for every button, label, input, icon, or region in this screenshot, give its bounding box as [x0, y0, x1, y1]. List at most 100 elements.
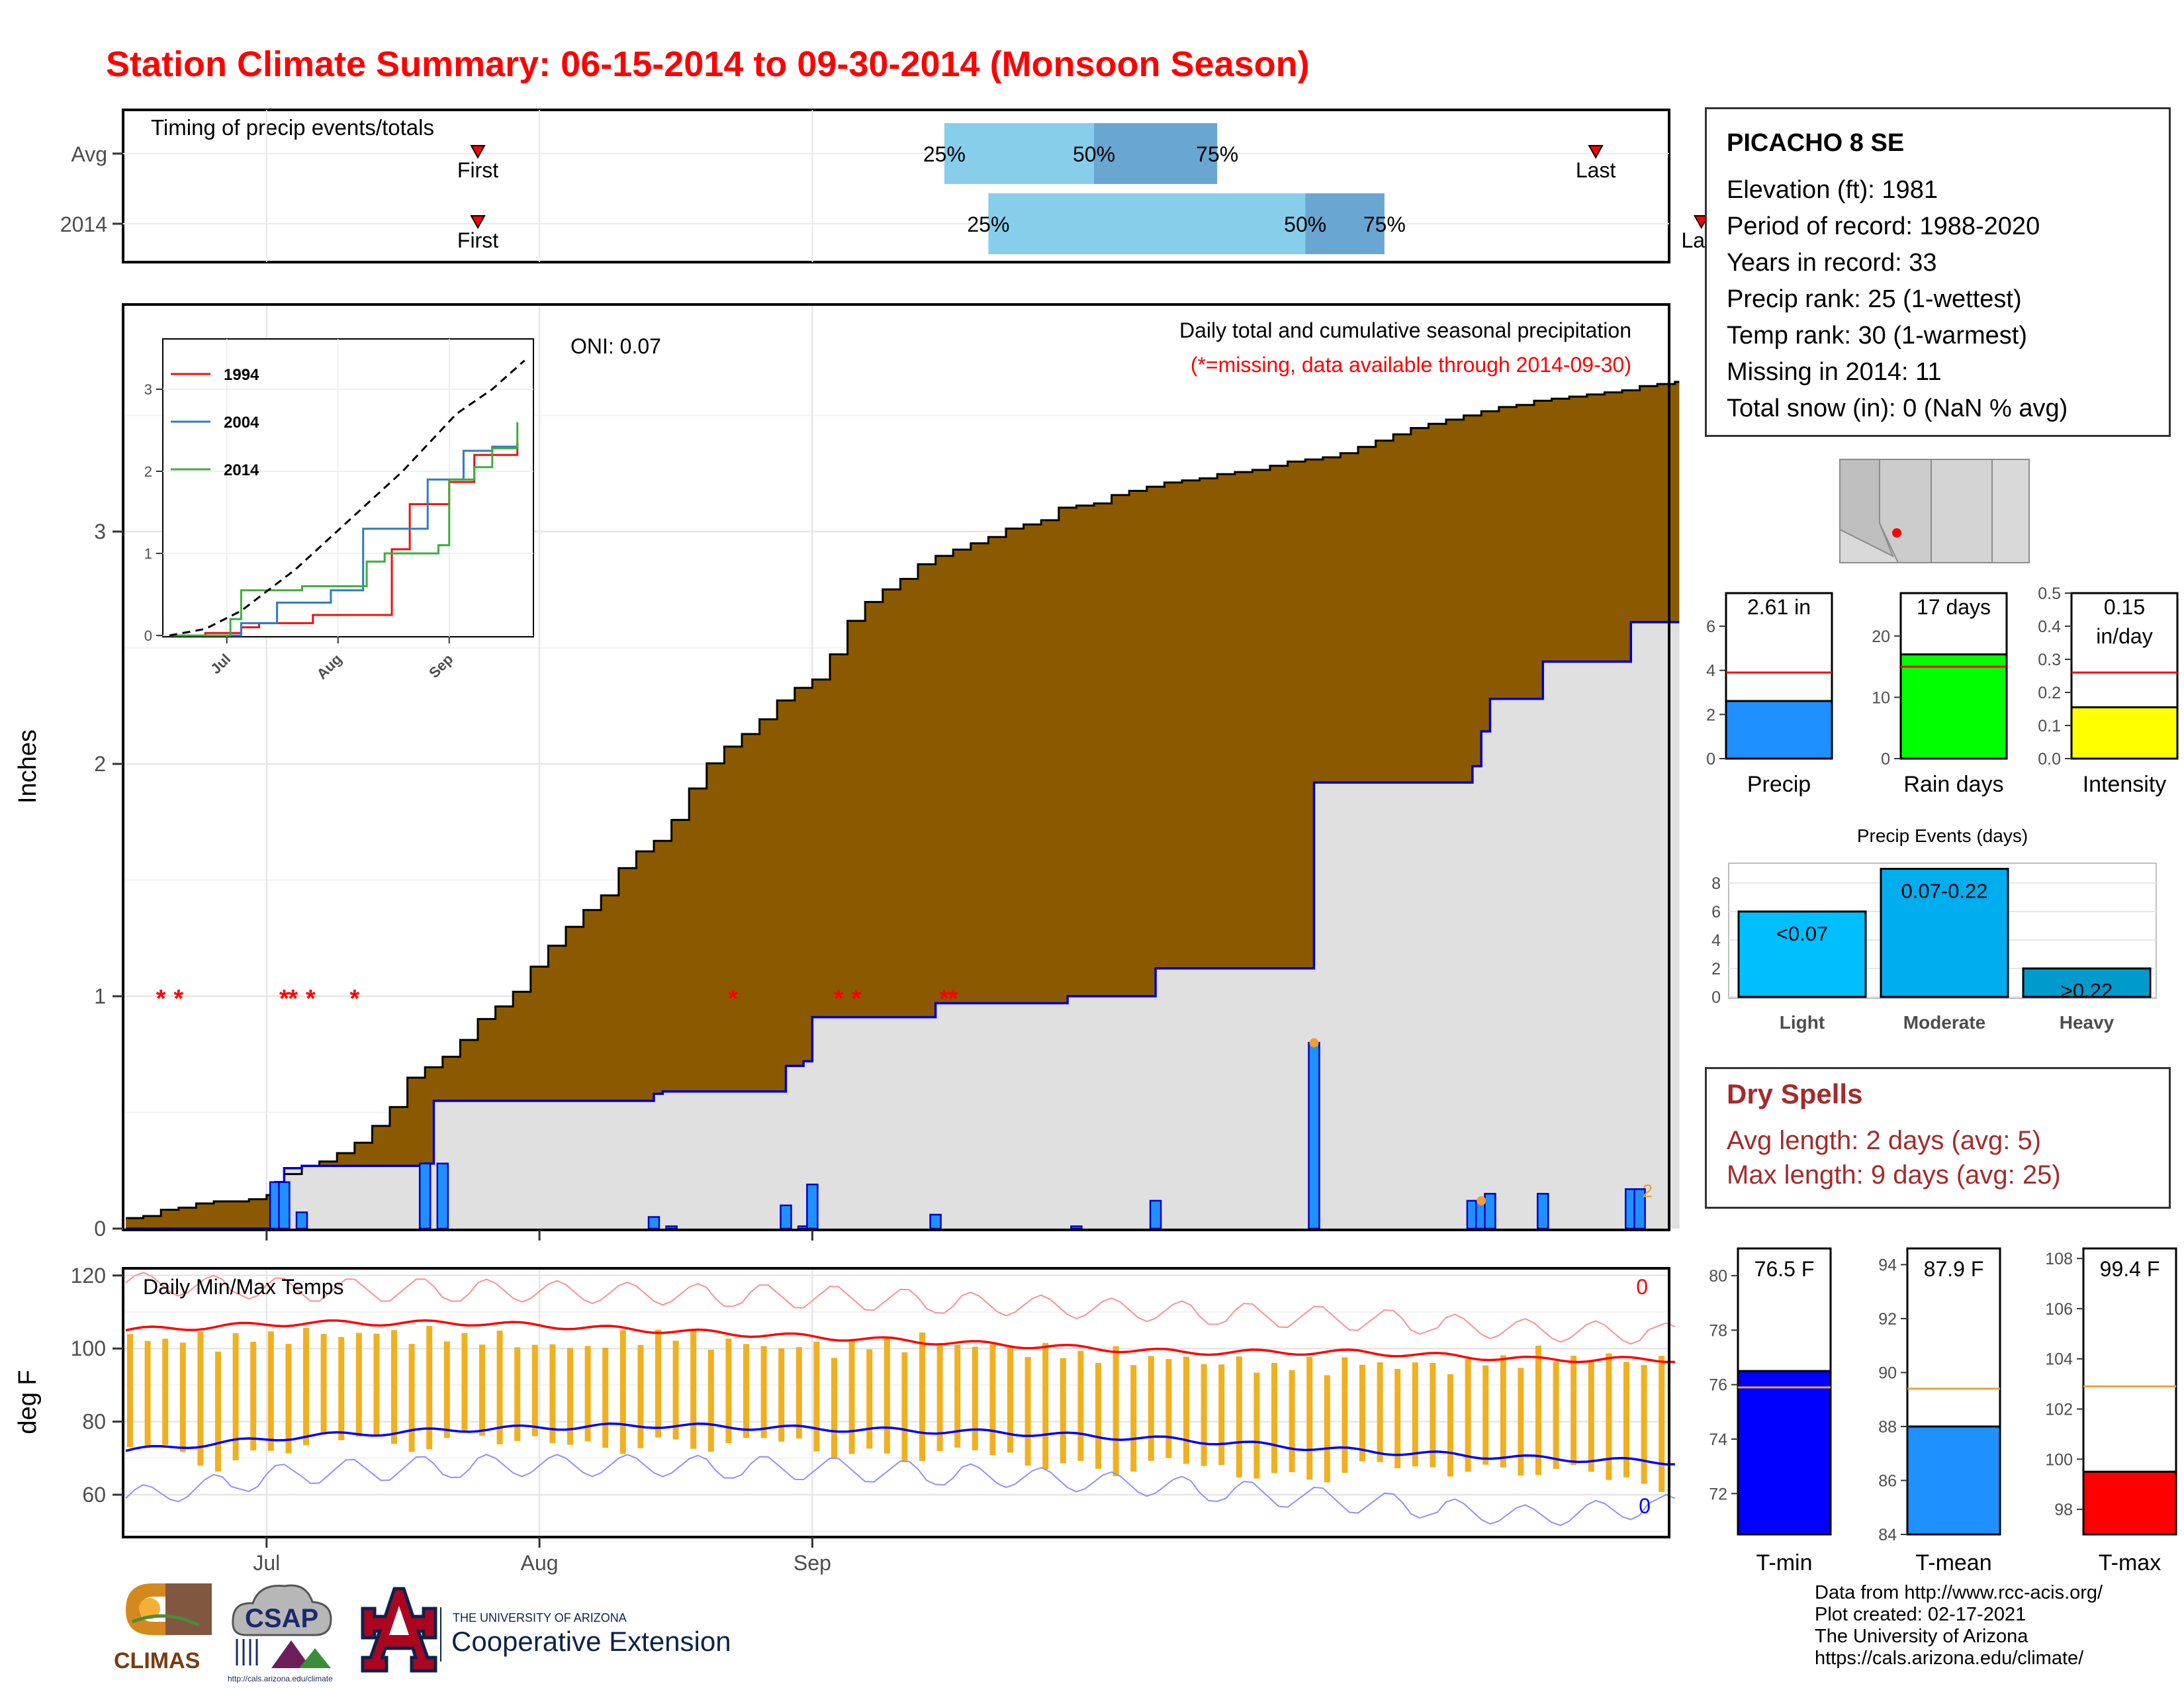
missing-data-label: (*=missing, data available through 2014-… [1191, 353, 1631, 377]
daily-temp-range-bar [1324, 1375, 1330, 1483]
daily-temp-range-bar [1623, 1362, 1629, 1477]
daily-temp-range-bar [355, 1333, 362, 1437]
timing-last-marker-label: Last [1576, 158, 1616, 182]
small-bar-tick-label: 0.0 [2038, 750, 2061, 769]
main-y-tick-label: 2 [94, 752, 106, 776]
daily-temp-range-bar [1588, 1361, 1594, 1472]
daily-temp-range-bar [391, 1330, 397, 1444]
temp-bar-tick-label: 102 [2045, 1401, 2073, 1419]
daily-temp-range-bar [1236, 1356, 1242, 1477]
temp-bar-value: 87.9 F [1924, 1257, 1984, 1281]
missing-day-marker: * [940, 985, 950, 1013]
daily-temp-range-bar [672, 1340, 679, 1440]
daily-temp-range-bar [1130, 1365, 1137, 1472]
small-bar-value-unit: in/day [2096, 624, 2152, 648]
small-bar-tick-label: 6 [1706, 618, 1715, 636]
small-bar-tick-label: 0.5 [2038, 585, 2061, 603]
oni-label: ONI: 0.07 [570, 334, 661, 358]
map-state-arizona [1879, 459, 1932, 563]
daily-temp-range-bar [479, 1344, 485, 1436]
events-tick-label: 0 [1711, 988, 1721, 1007]
daily-temp-range-bar [514, 1347, 521, 1441]
timing-q50-label: 50% [1284, 212, 1326, 236]
daily-precip-bar [436, 1162, 449, 1230]
temp-x-tick-label: Aug [521, 1551, 559, 1575]
timing-last-marker [1588, 145, 1604, 160]
timing-q75-label: 75% [1363, 212, 1406, 236]
temp-bar-tick-label: 92 [1878, 1310, 1897, 1329]
daily-temp-range-bar [901, 1352, 908, 1462]
timing-first-marker-label: First [457, 228, 498, 252]
small-bar-rain-days [1899, 653, 2008, 760]
temp-bar-t-min [1737, 1370, 1832, 1536]
daily-temp-range-bar [989, 1344, 996, 1456]
daily-temp-range-bar [1465, 1358, 1471, 1472]
daily-temp-range-bar [443, 1341, 450, 1438]
station-location-marker [1892, 528, 1901, 538]
events-category-label: Moderate [1903, 1012, 1985, 1033]
daily-temp-range-bar [1535, 1345, 1541, 1476]
daily-temp-range-bar [303, 1327, 309, 1446]
daily-temp-range-bar [250, 1341, 257, 1451]
daily-temp-range-bar [1113, 1346, 1119, 1476]
daily-temp-range-bar [1641, 1365, 1647, 1484]
daily-temp-range-bar [1042, 1342, 1049, 1470]
daily-precip-bar [1149, 1199, 1162, 1230]
daily-precip-bar [418, 1162, 432, 1230]
daily-temp-range-bar [796, 1347, 802, 1439]
footer-credits: Data from http://www.rcc-acis.org/ Plot … [1815, 1582, 2103, 1669]
missing-day-marker: * [728, 985, 738, 1013]
small-bar-tick-label: 0 [1706, 750, 1715, 769]
daily-temp-range-bar [1060, 1358, 1066, 1464]
small-bar-tick-label: 0.3 [2038, 651, 2061, 669]
daily-temp-range-bar [1518, 1368, 1524, 1476]
temperature-panel: 60 80 100 120 Daily Min/Max Temps 0 0 deg F… [14, 1230, 1676, 1575]
missing-day-marker: * [173, 985, 183, 1013]
daily-precip-bar [929, 1213, 942, 1230]
daily-precip-bar [1070, 1225, 1083, 1230]
cumulative-2014-line [126, 621, 1680, 1230]
small-bar-label: Rain days [1903, 772, 2003, 797]
timing-q75-label: 75% [1196, 142, 1238, 166]
csap-logo-url: http://cals.arizona.edu/climate [228, 1674, 333, 1683]
small-bar-value: 2.61 in [1747, 595, 1811, 619]
temp-bar-label: T-mean [1915, 1550, 1991, 1575]
daily-temp-range-bar [1377, 1362, 1383, 1462]
temp-bar-tick-label: 74 [1709, 1430, 1727, 1449]
temp-panel-label: Daily Min/Max Temps [143, 1275, 343, 1299]
daily-temp-range-bar [1342, 1357, 1348, 1473]
record-min-count: 0 [1639, 1494, 1651, 1518]
daily-temp-range-bar [637, 1344, 644, 1448]
daily-precip-bar [665, 1225, 678, 1230]
daily-precip-bar [1537, 1193, 1549, 1230]
small-bar-value: 0.15 [2104, 595, 2145, 619]
temp-x-tick-label: Sep [794, 1551, 831, 1575]
daily-temp-range-bar [461, 1333, 468, 1432]
daily-temp-range-bar [426, 1326, 433, 1450]
daily-temp-range-bar [584, 1346, 591, 1442]
timing-last-marker [1694, 215, 1709, 230]
inset-y-tick-label: 0 [144, 628, 152, 644]
dry-spells-box: Dry Spells Avg length: 2 days (avg: 5) M… [1705, 1067, 2171, 1209]
daily-total-label: Daily total and cumulative seasonal prec… [1179, 318, 1631, 342]
daily-temp-range-bar [215, 1351, 221, 1472]
temp-bar-tick-label: 88 [1878, 1418, 1897, 1436]
daily-temp-range-bar [1253, 1372, 1260, 1479]
temp-y-tick-label: 120 [71, 1264, 106, 1288]
footer-plot-created: Plot created: 02-17-2021 [1815, 1604, 2026, 1625]
precip-events-chart: Precip Events (days) 0 2 4 6 8 <0.07 Light 0.07-… [1711, 825, 2157, 1033]
daily-precip-bar [1308, 1041, 1320, 1230]
inset-line-average [169, 359, 525, 637]
temp-panel-bg [123, 1268, 1669, 1537]
timing-panel-label: Timing of precip events/totals [151, 115, 434, 140]
events-tick-label: 6 [1711, 903, 1721, 921]
events-bar-light [1737, 910, 1867, 998]
temp-line-avg-min [125, 1422, 1675, 1466]
station-years: Years in record: 33 [1727, 249, 1937, 277]
daily-temp-range-bar [1218, 1364, 1225, 1466]
daily-temp-range-bar [707, 1349, 714, 1452]
inset-legend-label: 2004 [224, 414, 259, 432]
map-state-new-mexico [1931, 459, 1993, 563]
events-category-label: Heavy [2060, 1012, 2115, 1033]
